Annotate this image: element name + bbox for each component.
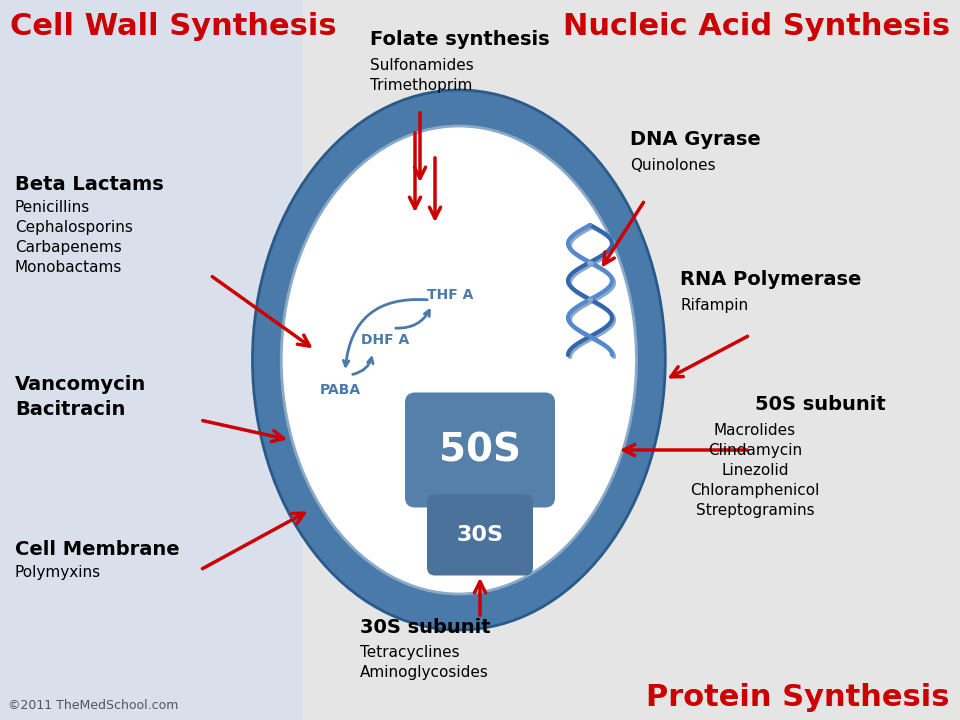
Text: 30S: 30S [457,525,503,545]
Text: Streptogramins: Streptogramins [696,503,814,518]
Text: 30S subunit: 30S subunit [360,618,491,637]
Bar [0,0,302,720]
Text: Rifampin: Rifampin [680,298,748,313]
Text: Cell Wall Synthesis: Cell Wall Synthesis [10,12,337,41]
Text: Nucleic Acid Synthesis: Nucleic Acid Synthesis [563,12,950,41]
Bar [302,0,960,720]
Text: Sulfonamides: Sulfonamides [370,58,473,73]
Text: Bacitracin: Bacitracin [15,400,126,419]
Text: Macrolides: Macrolides [714,423,796,438]
Text: Clindamycin: Clindamycin [708,443,802,458]
Text: Protein Synthesis: Protein Synthesis [646,683,950,712]
Ellipse shape [252,90,665,630]
Text: 50S: 50S [439,431,521,469]
Text: Monobactams: Monobactams [15,260,122,275]
Text: Polymyxins: Polymyxins [15,565,101,580]
Text: Beta Lactams: Beta Lactams [15,175,164,194]
FancyBboxPatch shape [427,495,533,575]
Text: Quinolones: Quinolones [630,158,715,173]
Text: Trimethoprim: Trimethoprim [370,78,472,93]
Text: Cell Membrane: Cell Membrane [15,540,180,559]
FancyBboxPatch shape [405,392,555,508]
Text: DHF A: DHF A [361,333,409,347]
Text: RNA Polymerase: RNA Polymerase [680,270,861,289]
Text: Folate synthesis: Folate synthesis [370,30,550,49]
Text: 50S subunit: 50S subunit [755,395,886,414]
Text: ©2011 TheMedSchool.com: ©2011 TheMedSchool.com [8,699,179,712]
Text: Cephalosporins: Cephalosporins [15,220,132,235]
Text: PABA: PABA [320,383,361,397]
Text: DNA Gyrase: DNA Gyrase [630,130,760,149]
Text: Linezolid: Linezolid [721,463,789,478]
Text: Carbapenems: Carbapenems [15,240,122,255]
Text: Penicillins: Penicillins [15,200,90,215]
Text: Vancomycin: Vancomycin [15,375,146,394]
Text: THF A: THF A [427,288,473,302]
Text: Tetracyclines: Tetracyclines [360,645,460,660]
Text: Aminoglycosides: Aminoglycosides [360,665,489,680]
Text: Chloramphenicol: Chloramphenicol [690,483,820,498]
Ellipse shape [281,126,636,594]
